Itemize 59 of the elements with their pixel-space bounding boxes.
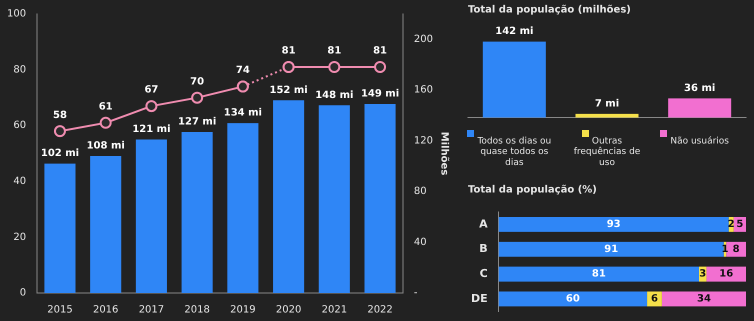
data-label: 142 mi (495, 26, 534, 38)
data-label: 102 mi (40, 148, 80, 160)
data-label: 8 (732, 244, 740, 255)
x-tick-label: Não usuários (670, 135, 730, 146)
y-tick-label: B (479, 242, 488, 256)
data-label: 60 (566, 294, 580, 305)
x-tick-label: 2018 (184, 304, 210, 316)
y-tick-label: 60 (13, 120, 26, 132)
data-label: 3 (699, 268, 706, 280)
data-label: 5 (736, 219, 744, 230)
data-label: 121 mi (132, 124, 171, 136)
chart-title: Total da população (milhões) (468, 4, 631, 16)
x-tick-label: 2020 (276, 304, 302, 316)
y-tick-label: 20 (13, 232, 26, 243)
y-tick-label: A (479, 217, 488, 230)
y-tick-label: DE (470, 292, 488, 305)
data-label: 81 (373, 46, 388, 57)
data-label: 70 (190, 76, 204, 88)
y-tick-label: 100 (6, 8, 26, 20)
x-tick-label: Outras frequências de uso (574, 136, 641, 168)
data-label: 16 (719, 268, 734, 280)
y2-tick-label: 200 (414, 34, 434, 45)
data-label: 74 (236, 65, 250, 76)
data-label: 91 (604, 244, 618, 255)
x-tick-label: 2019 (230, 304, 256, 316)
data-label: 61 (98, 101, 113, 112)
x-tick-label: 2021 (322, 304, 348, 316)
data-label: 93 (606, 219, 621, 230)
y-tick-label: 40 (13, 176, 26, 187)
chart-title: Total da população (%) (468, 184, 597, 196)
data-label: 34 (696, 294, 711, 305)
y-tick-label: 0 (20, 288, 26, 299)
data-label: 148 mi (315, 90, 354, 101)
data-label: 134 mi (224, 108, 262, 119)
x-tick-label: 2015 (47, 304, 73, 316)
x-tick-label: 2022 (367, 304, 393, 316)
y2-tick-label: 120 (414, 135, 434, 146)
x-tick-label: Todos os dias ou quase todos os dias (476, 136, 552, 168)
data-label: 6 (650, 294, 658, 305)
data-label: 36 mi (684, 82, 716, 94)
y2-tick-label: 80 (414, 186, 427, 198)
y2-tick-label: - (414, 288, 418, 299)
data-label: 7 mi (594, 98, 620, 110)
data-label: 58 (52, 110, 67, 121)
y-tick-label: C (480, 266, 488, 280)
y2-tick-label: 160 (414, 84, 434, 96)
data-label: 81 (282, 46, 296, 57)
x-tick-label: 2016 (92, 304, 118, 316)
data-label: 127 mi (178, 116, 216, 128)
data-label: 81 (327, 46, 342, 57)
y-tick-label: 80 (13, 64, 26, 76)
y2-axis-title: Milhões (438, 132, 450, 176)
data-label: 81 (592, 268, 606, 280)
y2-tick-label: 40 (414, 236, 427, 248)
data-label: 67 (144, 84, 158, 96)
data-label: 152 mi (269, 84, 308, 96)
data-label: 149 mi (360, 88, 400, 100)
data-label: 108 mi (86, 140, 125, 152)
x-tick-label: 2017 (138, 304, 164, 316)
